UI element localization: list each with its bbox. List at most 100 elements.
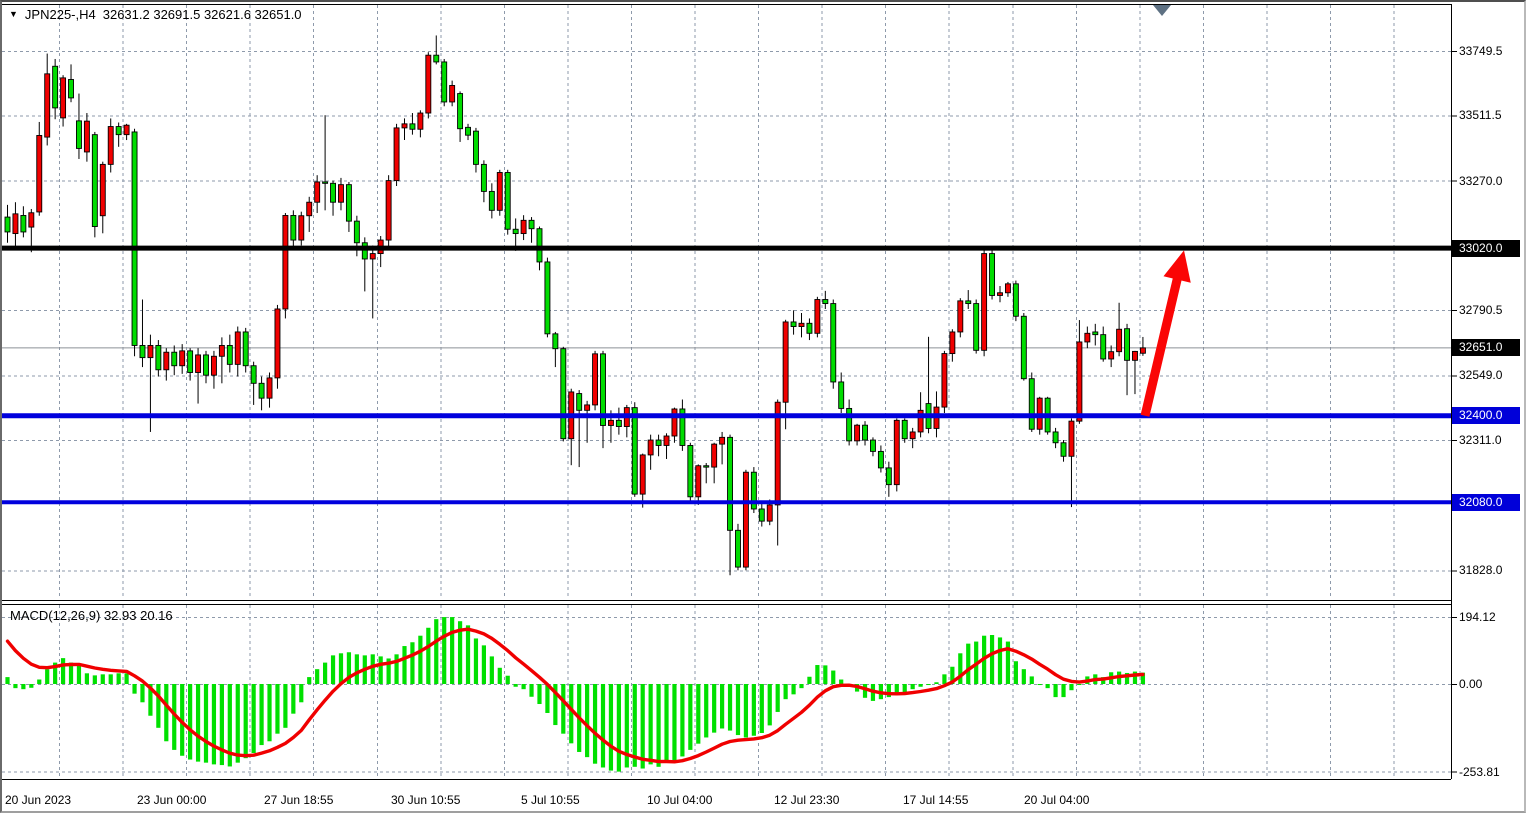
candle (584, 400, 591, 443)
candle (758, 502, 765, 527)
candle (687, 442, 694, 503)
candle (91, 131, 98, 238)
candle (615, 407, 622, 435)
candle (544, 257, 551, 338)
candle (885, 461, 892, 497)
candle (155, 340, 162, 377)
macd-signal-value: 20.16 (140, 608, 173, 623)
ohlc-values: 32631.2 32691.5 32621.6 32651.0 (102, 7, 302, 22)
time-axis-label: 5 Jul 10:55 (521, 793, 580, 807)
candle (163, 348, 170, 381)
candle (782, 319, 789, 430)
candle (1139, 336, 1146, 356)
candle (417, 110, 424, 138)
candle (179, 344, 186, 374)
price-axis-label: 31828.0 (1459, 563, 1503, 578)
candle (600, 350, 606, 449)
candle (107, 118, 114, 173)
time-axis-label: 12 Jul 23:30 (774, 793, 840, 807)
price-axis-label: 32311.0 (1459, 432, 1502, 447)
macd-main-value: 32.93 (103, 608, 137, 623)
candle (44, 53, 51, 146)
candle (1004, 281, 1011, 297)
candle (115, 122, 122, 147)
candle (226, 334, 233, 373)
candle (997, 286, 1003, 303)
candle (409, 113, 416, 135)
candle (711, 442, 718, 484)
candle (1124, 323, 1130, 396)
candle (719, 431, 726, 465)
candle (1084, 326, 1091, 349)
candle (989, 248, 996, 300)
candle (425, 52, 432, 119)
chart-shift-marker-icon[interactable] (1153, 5, 1171, 16)
macd-signal-curve (5, 627, 1145, 764)
candle (242, 327, 249, 373)
candle (60, 75, 67, 127)
candle (774, 399, 781, 546)
time-axis-label: 20 Jul 04:00 (1024, 793, 1090, 807)
candle (949, 329, 956, 362)
candle (790, 310, 797, 335)
candle (393, 123, 400, 186)
candle (870, 437, 876, 457)
candle (592, 350, 599, 411)
candle (488, 183, 495, 219)
symbol-period-label: JPN225-,H4 (24, 7, 96, 22)
trend-arrow-annotation[interactable] (1140, 250, 1191, 417)
candle (703, 463, 710, 484)
candle (1020, 313, 1027, 381)
candle (877, 445, 884, 473)
candle (234, 326, 241, 377)
candle (28, 208, 35, 253)
panel-borders (2, 4, 1457, 780)
price-badge-blue: 32400.0 (1452, 407, 1520, 425)
candle (123, 123, 130, 141)
candle (496, 169, 503, 216)
candle (552, 331, 559, 368)
candle (282, 213, 289, 319)
candle (528, 217, 535, 243)
candle (480, 160, 487, 203)
candle (250, 361, 257, 405)
candle (385, 175, 392, 249)
candle (965, 290, 972, 309)
candle (1012, 280, 1019, 322)
candle (330, 180, 336, 216)
price-axis-label: 32790.5 (1459, 303, 1503, 318)
candle (36, 121, 43, 216)
macd-axis-label: 0.00 (1459, 677, 1483, 691)
candle (647, 434, 654, 470)
macd-axis-label: 194.12 (1459, 610, 1496, 625)
price-axis-label: 33270.0 (1459, 173, 1503, 188)
candle (822, 290, 829, 309)
candle (1116, 302, 1123, 357)
price-badge-black: 33020.0 (1452, 239, 1520, 257)
candle (901, 418, 908, 443)
time-axis-label: 27 Jun 18:55 (264, 793, 334, 807)
candlesticks (4, 35, 1146, 576)
chart-title: ▼ JPN225-,H4 32631.2 32691.5 32621.6 326… (9, 7, 302, 22)
candle (973, 299, 980, 354)
candle (12, 202, 19, 249)
candle (306, 196, 313, 232)
candle (68, 64, 74, 103)
macd-indicator-label: MACD(12,26,9) 32.93 20.16 (10, 608, 173, 623)
dropdown-arrow-icon[interactable]: ▼ (9, 9, 18, 19)
candle (52, 58, 59, 120)
candle (806, 318, 813, 341)
candle (838, 372, 845, 414)
candle (1052, 427, 1059, 449)
time-axis-label: 17 Jul 14:55 (903, 793, 969, 807)
candle (457, 91, 464, 142)
candle (210, 350, 217, 389)
candle (1100, 326, 1107, 362)
price-axis-label: 33511.5 (1459, 108, 1502, 123)
candle (345, 181, 352, 232)
candle (814, 296, 821, 338)
candle (1092, 323, 1099, 346)
candle (1028, 372, 1035, 432)
